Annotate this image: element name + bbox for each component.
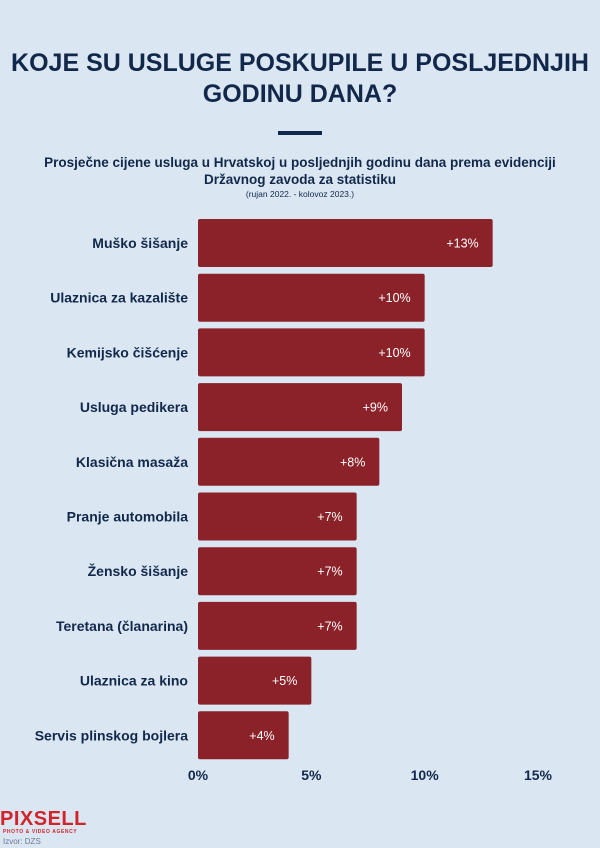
category-label: Teretana (članarina) bbox=[56, 618, 188, 634]
category-label: Pranje automobila bbox=[67, 509, 189, 525]
x-tick-label: 5% bbox=[301, 767, 322, 783]
bar bbox=[198, 711, 289, 760]
x-axis-ticks-group: 0% 5% 10% 15% bbox=[188, 767, 553, 783]
bar-value-label: +7% bbox=[317, 565, 342, 579]
bar bbox=[198, 273, 425, 322]
title-divider bbox=[278, 131, 322, 135]
category-label: Klasična masaža bbox=[76, 454, 188, 470]
x-tick-label: 15% bbox=[524, 767, 553, 783]
chart-subtitle: Prosječne cijene usluga u Hrvatskoj u po… bbox=[44, 155, 556, 187]
bar bbox=[198, 328, 425, 377]
bar-value-label: +8% bbox=[340, 455, 365, 469]
category-label: Ulaznica za kino bbox=[80, 673, 188, 689]
date-range-note: (rujan 2022. - kolovoz 2023.) bbox=[245, 189, 355, 199]
bar bbox=[198, 547, 357, 596]
chart-title: KOJE SU USLUGE POSKUPILE U POSLJEDNJIH G… bbox=[11, 49, 589, 108]
bar bbox=[198, 383, 402, 432]
bar bbox=[198, 656, 312, 705]
bar bbox=[198, 437, 380, 486]
bar bbox=[198, 219, 493, 267]
category-label: Ulaznica za kazalište bbox=[50, 290, 188, 306]
source-note: Izvor: DZS bbox=[3, 837, 41, 846]
pixsell-logo: PIXSELL bbox=[0, 808, 87, 830]
logo-tagline: PHOTO & VIDEO AGENCY bbox=[3, 829, 78, 835]
bar-value-label: +13% bbox=[446, 237, 478, 251]
category-label: Muško šišanje bbox=[92, 235, 188, 251]
category-label: Servis plinskog bojlera bbox=[35, 727, 188, 743]
bar-value-label: +7% bbox=[317, 619, 342, 633]
bar bbox=[198, 601, 357, 650]
bar-value-label: +7% bbox=[317, 510, 342, 524]
bar bbox=[198, 492, 357, 541]
bar-value-label: +4% bbox=[249, 729, 274, 743]
x-tick-label: 10% bbox=[411, 767, 440, 783]
value-labels-group: +13% +10% +10% +9% +8% +7% +7% +7% +5% +4% bbox=[249, 237, 478, 743]
x-tick-label: 0% bbox=[188, 767, 209, 783]
category-label: Usluga pedikera bbox=[80, 399, 188, 415]
bar-value-label: +10% bbox=[378, 291, 410, 305]
category-labels-group: Muško šišanje Ulaznica za kazalište Kemijs… bbox=[35, 235, 188, 743]
category-label: Kemijsko čišćenje bbox=[67, 344, 189, 360]
bar-value-label: +5% bbox=[272, 674, 297, 688]
category-label: Žensko šišanje bbox=[88, 562, 189, 579]
bar-value-label: +10% bbox=[378, 346, 410, 360]
bar-value-label: +9% bbox=[363, 401, 388, 415]
bars-group bbox=[198, 219, 493, 760]
